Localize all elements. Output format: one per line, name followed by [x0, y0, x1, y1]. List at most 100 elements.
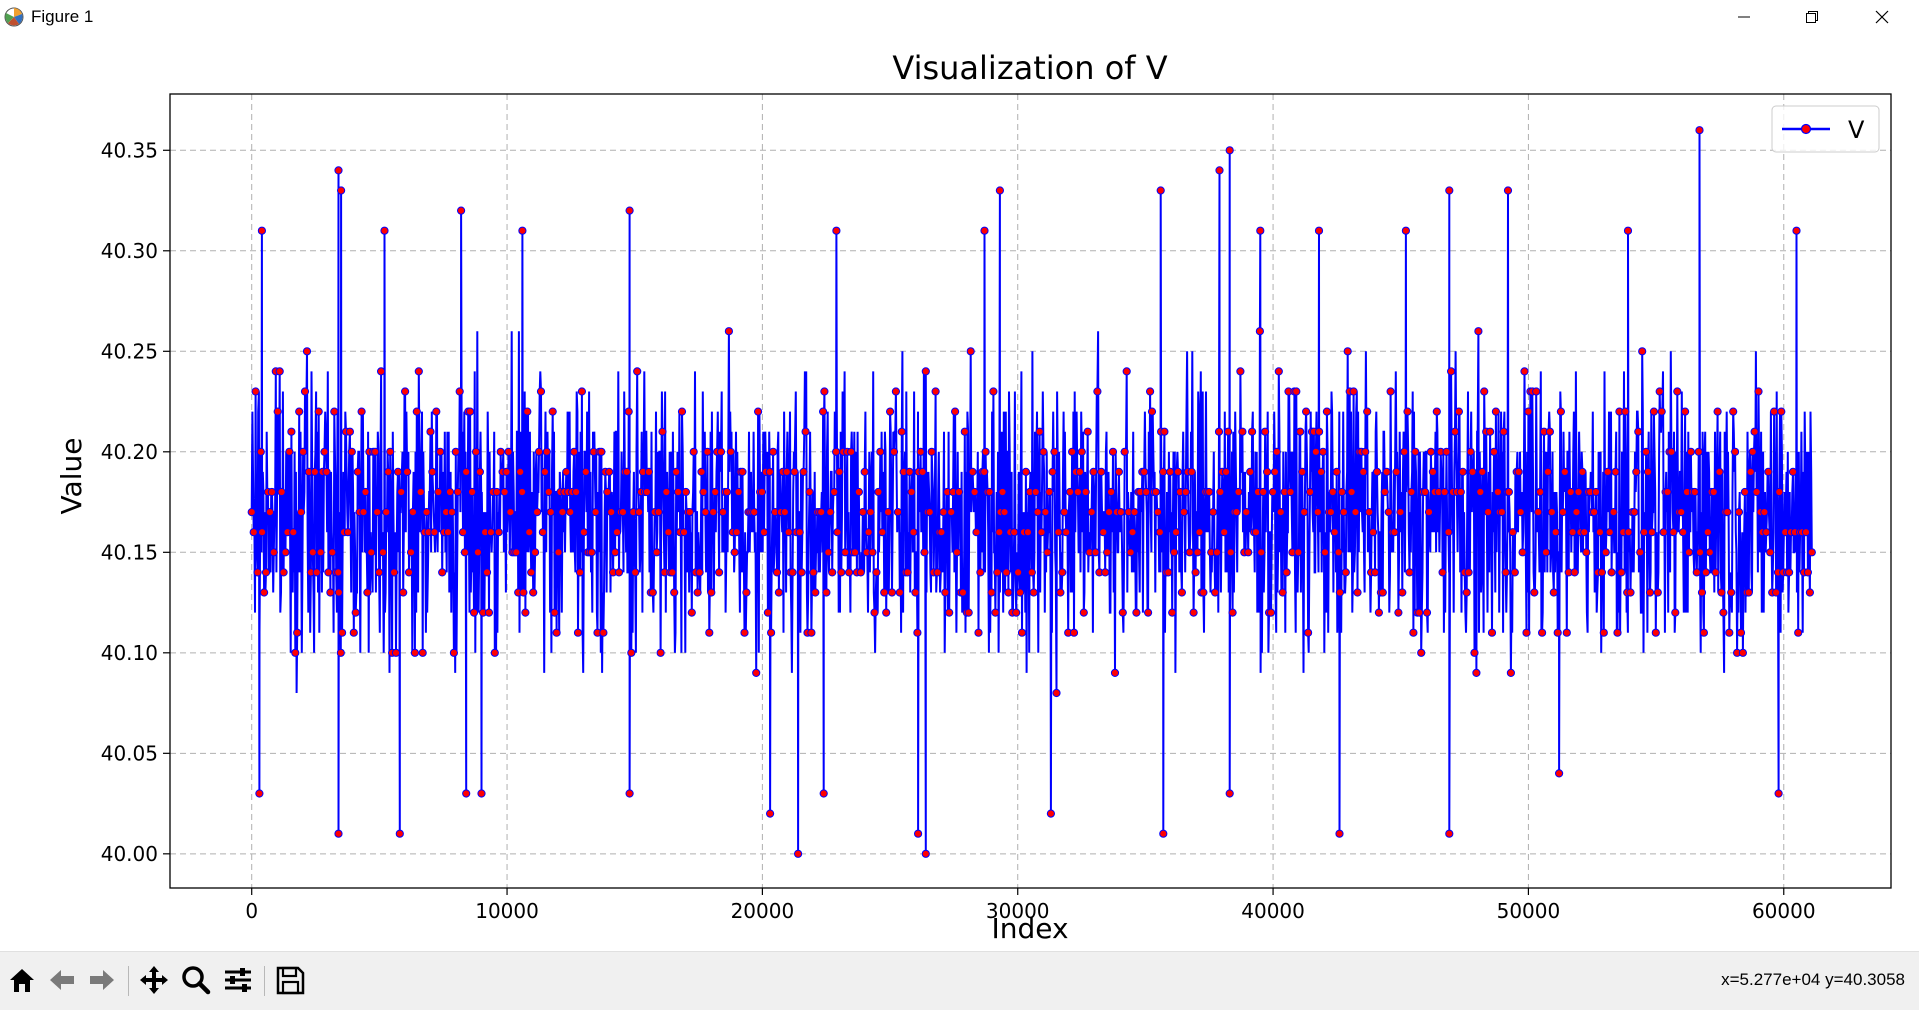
- data-point: [1719, 608, 1728, 617]
- data-point: [1181, 487, 1190, 497]
- data-point: [1681, 407, 1690, 416]
- data-point: [1128, 528, 1137, 537]
- data-point: [1506, 668, 1516, 678]
- home-button[interactable]: [4, 962, 40, 998]
- data-point: [1056, 588, 1065, 597]
- data-point: [1153, 508, 1163, 517]
- data-point: [1023, 528, 1033, 537]
- data-point: [334, 568, 343, 577]
- data-point: [469, 608, 479, 617]
- data-point: [856, 568, 865, 577]
- data-point: [1421, 487, 1430, 497]
- data-point: [1777, 407, 1786, 416]
- data-point: [1568, 528, 1577, 537]
- data-point: [605, 467, 614, 476]
- data-point: [1060, 508, 1069, 517]
- data-point: [1634, 427, 1643, 436]
- data-point: [824, 548, 833, 557]
- data-point: [1132, 608, 1141, 617]
- data-point: [460, 548, 469, 557]
- data-point: [1255, 327, 1265, 336]
- data-point: [490, 648, 499, 657]
- data-point: [668, 568, 677, 577]
- data-point: [1075, 467, 1085, 476]
- data-point: [1122, 367, 1131, 376]
- minimize-button[interactable]: [1714, 0, 1774, 34]
- data-point: [1257, 548, 1266, 557]
- data-point: [536, 387, 546, 396]
- x-tick-label: 60000: [1752, 899, 1816, 923]
- data-point: [1179, 508, 1189, 517]
- data-point: [408, 508, 417, 517]
- data-point: [1794, 628, 1803, 637]
- restore-icon: [1806, 11, 1818, 23]
- close-button[interactable]: [1852, 0, 1912, 34]
- data-point: [1801, 528, 1811, 537]
- data-point: [1353, 588, 1362, 597]
- back-button[interactable]: [44, 962, 80, 998]
- data-point: [1684, 548, 1694, 557]
- data-point: [529, 588, 538, 597]
- data-point: [343, 528, 352, 537]
- data-point: [1334, 548, 1343, 557]
- data-point: [391, 648, 401, 657]
- data-point: [1489, 447, 1499, 456]
- data-point: [1555, 769, 1564, 778]
- data-point: [1386, 387, 1395, 396]
- data-point: [273, 407, 282, 416]
- data-point: [1322, 407, 1332, 416]
- zoom-button[interactable]: [178, 962, 214, 998]
- data-point: [1669, 528, 1678, 537]
- data-point: [353, 467, 362, 476]
- data-point: [1193, 548, 1202, 557]
- data-point: [1046, 809, 1056, 818]
- data-point: [716, 447, 726, 456]
- data-point: [438, 568, 447, 577]
- data-point: [1205, 487, 1214, 497]
- data-point: [972, 528, 981, 537]
- configure-subplots-button[interactable]: [220, 962, 256, 998]
- data-point: [1069, 628, 1079, 637]
- data-point: [1400, 447, 1409, 456]
- forward-button[interactable]: [84, 962, 120, 998]
- data-point: [1343, 347, 1352, 356]
- data-point: [482, 568, 492, 577]
- data-point: [550, 608, 559, 617]
- data-point: [295, 407, 304, 416]
- data-point: [625, 206, 634, 215]
- data-point: [591, 508, 600, 517]
- data-point: [897, 427, 906, 436]
- data-point: [1382, 467, 1391, 476]
- y-tick-label: 40.00: [101, 842, 158, 866]
- data-point: [275, 367, 284, 376]
- data-point: [326, 588, 335, 597]
- save-button[interactable]: [272, 962, 308, 998]
- figure-canvas[interactable]: 0 10000 20000 30000 40000 50000 60000 40.00 40.…: [0, 34, 1919, 951]
- pan-button[interactable]: [136, 962, 172, 998]
- data-point: [1447, 367, 1456, 376]
- data-point: [1699, 628, 1709, 637]
- line-chart[interactable]: 0 10000 20000 30000 40000 50000 60000 40.0040.…: [0, 34, 1919, 951]
- data-point: [1103, 548, 1112, 557]
- data-point: [1415, 608, 1424, 617]
- data-point: [1052, 688, 1061, 698]
- data-point: [1611, 467, 1620, 476]
- data-point: [624, 407, 633, 416]
- data-point: [357, 407, 366, 416]
- data-point: [1632, 467, 1641, 476]
- data-point: [1803, 568, 1813, 577]
- data-point: [1251, 528, 1261, 537]
- restore-button[interactable]: [1782, 0, 1842, 34]
- data-point: [1033, 508, 1042, 517]
- data-point: [907, 487, 916, 497]
- data-point: [573, 628, 583, 637]
- data-point: [1177, 588, 1187, 597]
- data-point: [1317, 467, 1326, 476]
- data-point: [1653, 588, 1662, 597]
- y-tick-label: 40.25: [101, 339, 158, 363]
- data-point: [1332, 467, 1341, 476]
- data-point: [970, 487, 979, 497]
- data-point: [1087, 508, 1096, 517]
- data-point: [277, 487, 286, 497]
- data-point: [1723, 508, 1732, 517]
